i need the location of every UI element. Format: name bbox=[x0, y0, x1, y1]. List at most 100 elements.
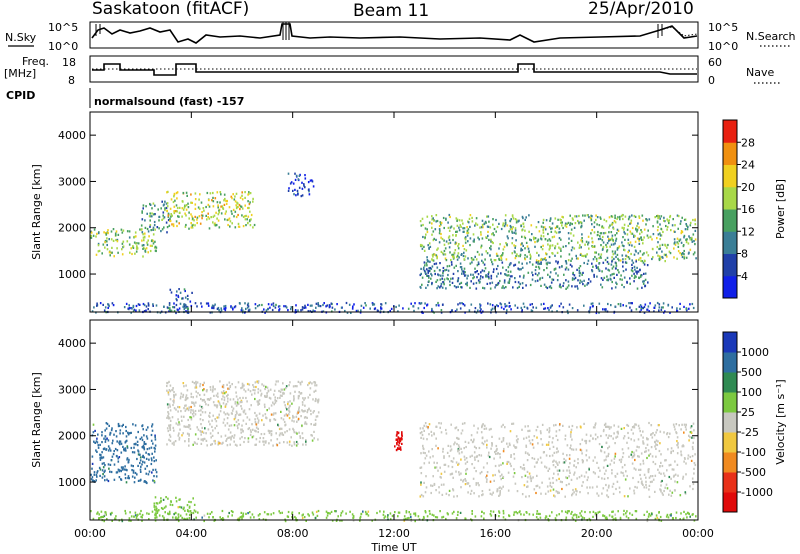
echo-cell bbox=[571, 217, 574, 220]
echo-cell bbox=[185, 396, 187, 399]
echo-cell bbox=[531, 443, 534, 446]
echo-cell bbox=[136, 242, 138, 245]
echo-cell bbox=[635, 449, 638, 452]
echo-cell bbox=[452, 272, 455, 275]
echo-cell bbox=[192, 497, 194, 500]
echo-cell bbox=[261, 419, 263, 422]
echo-cell bbox=[431, 274, 433, 277]
echo-cell bbox=[400, 448, 402, 451]
echo-cell bbox=[667, 219, 669, 223]
echo-cell bbox=[455, 242, 458, 245]
echo-cell bbox=[194, 224, 196, 227]
echo-cell bbox=[229, 385, 231, 388]
echo-cell bbox=[543, 269, 545, 272]
echo-cell bbox=[692, 441, 694, 444]
echo-cell bbox=[315, 510, 318, 513]
echo-cell bbox=[435, 214, 438, 217]
echo-cell bbox=[199, 418, 202, 421]
echo-cell bbox=[168, 510, 171, 513]
echo-cell bbox=[235, 410, 238, 413]
echo-cell bbox=[427, 275, 430, 278]
echo-cell bbox=[242, 309, 244, 312]
echo-cell bbox=[138, 303, 141, 306]
echo-cell bbox=[227, 436, 229, 439]
echo-cell bbox=[622, 228, 625, 231]
echo-cell bbox=[327, 512, 330, 515]
echo-cell bbox=[626, 423, 628, 427]
echo-cell bbox=[367, 510, 370, 513]
echo-cell bbox=[450, 261, 453, 264]
echo-cell bbox=[387, 514, 389, 517]
echo-cell bbox=[459, 302, 461, 305]
echo-cell bbox=[691, 445, 694, 449]
echo-cell bbox=[215, 420, 218, 423]
echo-cell bbox=[218, 413, 220, 416]
echo-cell bbox=[143, 310, 146, 313]
echo-cell bbox=[669, 216, 671, 219]
echo-cell bbox=[430, 267, 433, 270]
echo-cell bbox=[359, 519, 361, 522]
echo-cell bbox=[116, 449, 119, 452]
echo-cell bbox=[177, 410, 179, 413]
echo-cell bbox=[185, 384, 187, 387]
echo-cell bbox=[550, 281, 553, 284]
echo-cell bbox=[499, 475, 502, 478]
echo-cell bbox=[317, 438, 319, 441]
echo-cell bbox=[526, 480, 529, 483]
echo-cell bbox=[171, 416, 174, 419]
echo-cell bbox=[685, 224, 688, 227]
echo-cell bbox=[175, 422, 178, 425]
echo-cell bbox=[269, 397, 272, 400]
echo-cell bbox=[564, 434, 567, 437]
echo-cell bbox=[299, 381, 302, 384]
echo-cell bbox=[573, 473, 575, 476]
echo-cell bbox=[155, 502, 158, 505]
echo-cell bbox=[689, 431, 692, 434]
echo-cell bbox=[561, 510, 563, 513]
echo-cell bbox=[184, 398, 187, 401]
echo-cell bbox=[279, 394, 282, 397]
echo-cell bbox=[692, 487, 694, 491]
echo-cell bbox=[621, 241, 623, 244]
echo-cell bbox=[622, 217, 624, 221]
echo-cell bbox=[608, 434, 610, 437]
echo-cell bbox=[446, 265, 449, 268]
echo-cell bbox=[591, 237, 593, 240]
echo-cell bbox=[440, 311, 443, 314]
echo-cell bbox=[547, 273, 549, 276]
echo-cell bbox=[263, 308, 265, 311]
echo-cell bbox=[142, 204, 145, 207]
echo-cell bbox=[499, 490, 501, 493]
echo-cell bbox=[577, 219, 579, 223]
echo-cell bbox=[291, 402, 293, 405]
echo-cell bbox=[162, 204, 165, 207]
echo-cell bbox=[460, 472, 462, 475]
echo-cell bbox=[360, 309, 362, 312]
echo-cell bbox=[265, 416, 267, 419]
echo-cell bbox=[581, 237, 583, 240]
echo-cell bbox=[462, 230, 465, 233]
echo-cell bbox=[561, 487, 563, 491]
echo-cell bbox=[461, 270, 464, 273]
echo-cell bbox=[306, 409, 309, 412]
echo-cell bbox=[424, 271, 427, 274]
echo-cell bbox=[569, 214, 571, 217]
echo-cell bbox=[516, 490, 519, 493]
echo-cell bbox=[155, 459, 157, 462]
echo-cell bbox=[555, 272, 557, 275]
echo-cell bbox=[360, 512, 363, 516]
echo-cell bbox=[180, 395, 182, 398]
echo-cell bbox=[267, 308, 269, 311]
echo-cell bbox=[227, 397, 229, 400]
echo-cell bbox=[468, 217, 471, 220]
echo-cell bbox=[183, 506, 185, 509]
echo-cell bbox=[152, 303, 154, 306]
echo-cell bbox=[498, 511, 501, 514]
echo-cell bbox=[117, 233, 120, 236]
echo-cell bbox=[214, 303, 216, 306]
echo-cell bbox=[556, 242, 559, 245]
echo-cell bbox=[489, 247, 491, 250]
echo-cell bbox=[232, 208, 235, 211]
echo-cell bbox=[293, 416, 295, 419]
echo-cell bbox=[147, 302, 150, 305]
